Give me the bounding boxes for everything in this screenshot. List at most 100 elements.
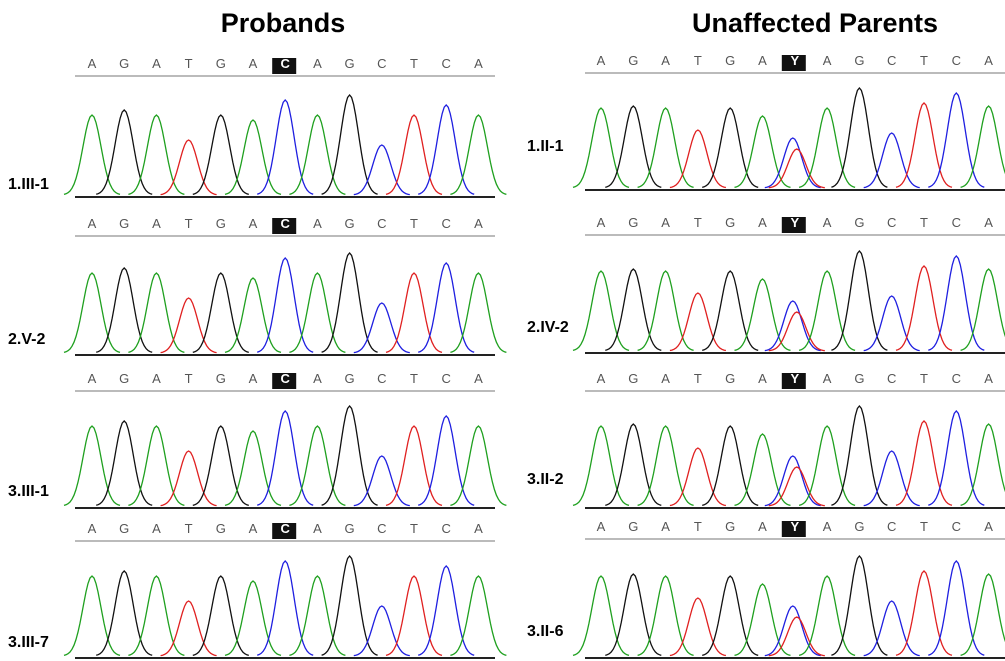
trace-peak <box>702 576 758 655</box>
base-call: C <box>887 215 896 230</box>
trace-peak <box>354 606 410 656</box>
sample-label: 3.III-7 <box>8 634 49 651</box>
base-call: G <box>725 215 735 230</box>
trace-peak <box>961 106 1005 187</box>
base-call: A <box>313 216 322 231</box>
trace-peak <box>702 271 758 350</box>
base-call: A <box>474 56 483 71</box>
trace-peak <box>605 574 661 655</box>
base-call: G <box>628 53 638 68</box>
sample-label: 3.II-2 <box>527 471 564 488</box>
trace-peak <box>638 576 694 655</box>
trace-peak <box>702 426 758 505</box>
trace-peak <box>638 108 694 187</box>
base-call: C <box>952 215 961 230</box>
base-call: G <box>628 215 638 230</box>
base-call: G <box>345 56 355 71</box>
base-call: A <box>597 215 606 230</box>
base-call: A <box>152 521 161 536</box>
trace-peak <box>354 145 410 195</box>
base-call: C <box>952 371 961 386</box>
trace-peak <box>128 115 184 194</box>
base-call: G <box>345 371 355 386</box>
base-call: T <box>920 519 928 534</box>
base-call: C <box>887 371 896 386</box>
base-call: A <box>823 519 832 534</box>
base-call: G <box>216 521 226 536</box>
trace-peak <box>831 251 887 350</box>
base-call: C <box>377 371 386 386</box>
base-call: C <box>887 519 896 534</box>
base-call: A <box>597 53 606 68</box>
base-call: T <box>410 521 418 536</box>
trace-peak <box>573 426 629 505</box>
base-call: G <box>628 371 638 386</box>
base-call: G <box>216 56 226 71</box>
base-call: T <box>694 371 702 386</box>
sample-label: 2.IV-2 <box>527 319 569 336</box>
trace-peak <box>96 421 152 505</box>
trace-peak <box>257 100 313 194</box>
base-call: A <box>758 371 767 386</box>
base-call: C <box>281 371 291 386</box>
trace-peak <box>928 93 984 187</box>
page: {"titles": {"probands": "Probands", "par… <box>0 0 1005 661</box>
base-call: G <box>725 371 735 386</box>
base-call: C <box>377 56 386 71</box>
base-call: A <box>313 56 322 71</box>
trace-peak <box>864 133 920 188</box>
trace-peak <box>418 105 474 194</box>
base-call: A <box>313 521 322 536</box>
trace-peak <box>96 268 152 352</box>
trace-peak <box>193 426 249 505</box>
trace-peak <box>450 115 506 194</box>
base-call: A <box>758 53 767 68</box>
trace-peak <box>573 108 629 187</box>
base-call: A <box>823 53 832 68</box>
base-call: A <box>758 215 767 230</box>
trace-peak <box>573 576 629 655</box>
base-call: C <box>281 216 291 231</box>
base-call: C <box>281 521 291 536</box>
trace-peak <box>638 271 694 350</box>
trace-peak <box>354 303 410 353</box>
trace-peak <box>450 426 506 505</box>
trace-peak <box>573 271 629 350</box>
trace-peak <box>896 266 952 350</box>
trace-peak <box>128 273 184 352</box>
trace-peak <box>193 115 249 194</box>
trace-peak <box>418 416 474 505</box>
trace-peak <box>928 256 984 350</box>
trace-peak <box>386 426 442 505</box>
base-call: Y <box>790 53 799 68</box>
base-call: A <box>88 56 97 71</box>
base-call: A <box>88 371 97 386</box>
base-call: G <box>854 215 864 230</box>
base-call: C <box>377 216 386 231</box>
trace-peak <box>418 566 474 655</box>
trace-peak <box>864 296 920 351</box>
base-call: A <box>474 216 483 231</box>
base-call: A <box>758 519 767 534</box>
base-call: G <box>854 53 864 68</box>
trace-peak <box>605 106 661 187</box>
base-call: A <box>984 519 993 534</box>
base-call: A <box>661 53 670 68</box>
base-call: G <box>725 53 735 68</box>
trace-peak <box>928 561 984 655</box>
trace-peak <box>450 576 506 655</box>
trace-peak <box>96 110 152 194</box>
base-call: T <box>920 215 928 230</box>
sample-label: 2.V-2 <box>8 331 45 348</box>
base-call: A <box>88 216 97 231</box>
base-call: G <box>119 371 129 386</box>
base-call: T <box>410 371 418 386</box>
base-call: A <box>474 371 483 386</box>
base-call: A <box>152 371 161 386</box>
base-call: C <box>281 56 291 71</box>
base-call: C <box>952 53 961 68</box>
trace-peak <box>64 576 120 655</box>
base-call: A <box>984 53 993 68</box>
base-call: G <box>725 519 735 534</box>
base-call: T <box>694 215 702 230</box>
